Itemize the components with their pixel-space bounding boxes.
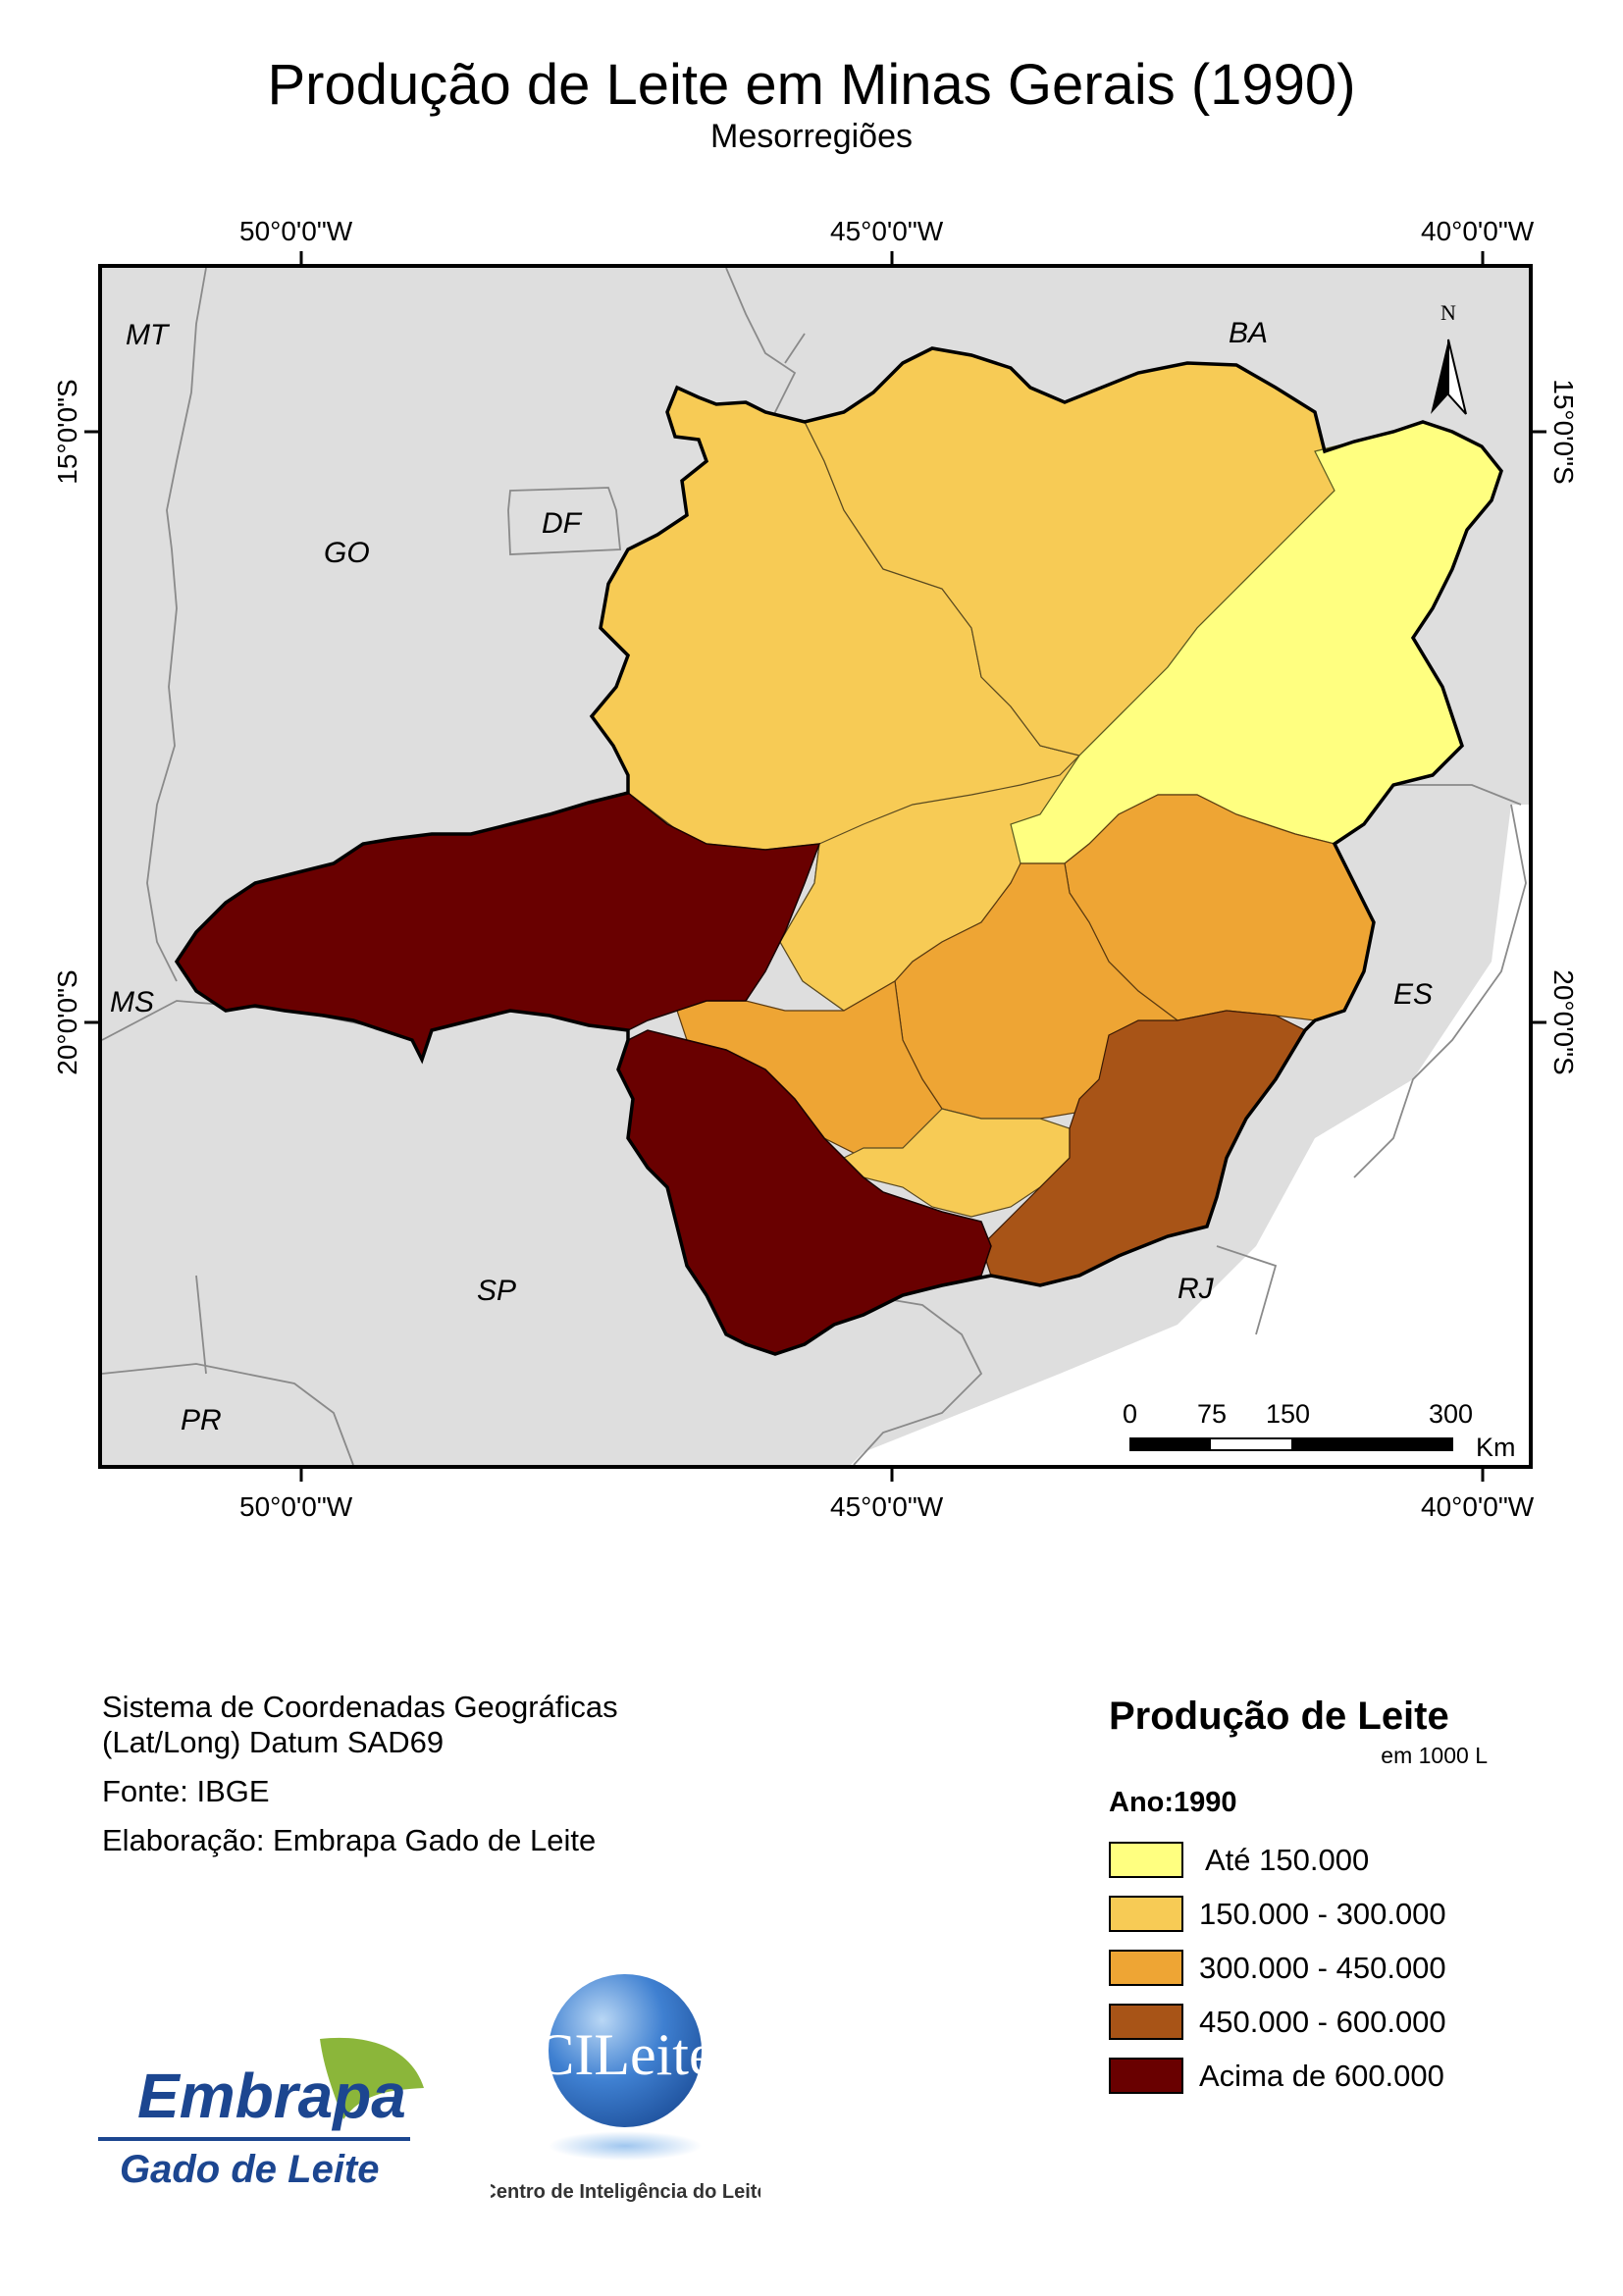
legend-label: 300.000 - 450.000	[1199, 1950, 1446, 1985]
state-label-sp: SP	[477, 1275, 517, 1307]
coordinate-system-line: Sistema de Coordenadas Geográficas	[102, 1690, 618, 1724]
bottom-longitude-label: 40°0'0"W	[1421, 1491, 1535, 1522]
top-longitude-label: 40°0'0"W	[1421, 216, 1535, 246]
map-frame: MT BA GO DF MS ES SP RJ PR N 0 75 150 30…	[98, 264, 1533, 1469]
state-label-pr: PR	[181, 1404, 222, 1436]
source-line: Fonte: IBGE	[102, 1774, 270, 1808]
state-label-go: GO	[324, 537, 370, 569]
minas-gerais-outline	[174, 346, 1503, 1356]
cileite-wordmark: CILeite	[535, 2022, 714, 2087]
datum-line: (Lat/Long) Datum SAD69	[102, 1725, 445, 1759]
region-campo-das-vertentes	[842, 1108, 1071, 1218]
map-info: Sistema de Coordenadas Geográficas (Lat/…	[102, 1690, 618, 1858]
graticule-ticks	[84, 251, 1546, 1482]
top-longitude-label: 50°0'0"W	[239, 216, 353, 246]
scale-tick-300: 300	[1429, 1399, 1474, 1429]
legend-label: Acima de 600.000	[1199, 2058, 1444, 2093]
state-label-mt: MT	[126, 319, 169, 351]
map-canvas	[102, 268, 1529, 1465]
ocean-area	[851, 805, 1529, 1465]
legend-swatch	[1109, 1896, 1183, 1932]
cileite-logo: CILeite Centro de Inteligência do Leite	[482, 1964, 768, 2210]
cileite-full-name: Centro de Inteligência do Leite	[491, 2181, 760, 2203]
legend-swatch	[1109, 1950, 1183, 1986]
top-longitude-label: 45°0'0"W	[830, 216, 944, 246]
legend-swatch	[1109, 1842, 1183, 1878]
state-label-rj: RJ	[1178, 1273, 1214, 1305]
embrapa-unit-name: Gado de Leite	[120, 2148, 380, 2191]
legend-year: Ano:1990	[1109, 1787, 1237, 1818]
legend-unit: em 1000 L	[1381, 1743, 1488, 1768]
legend-item: Até 150.000	[1109, 1833, 1501, 1887]
bottom-longitude-label: 45°0'0"W	[830, 1491, 944, 1522]
legend-label: 450.000 - 600.000	[1199, 2004, 1446, 2039]
legend-swatch	[1109, 2004, 1183, 2040]
author-line: Elaboração: Embrapa Gado de Leite	[102, 1823, 597, 1857]
legend-item: Acima de 600.000	[1109, 2049, 1501, 2103]
state-borders	[102, 268, 1527, 1465]
state-label-ms: MS	[110, 986, 154, 1018]
scale-unit: Km	[1476, 1433, 1516, 1462]
map-title: Produção de Leite em Minas Gerais (1990)	[267, 53, 1356, 117]
legend-label: Até 150.000	[1205, 1842, 1370, 1877]
legend-swatch	[1109, 2058, 1183, 2094]
scale-tick-150: 150	[1266, 1399, 1311, 1429]
state-label-es: ES	[1393, 978, 1434, 1011]
legend: Produção de Leite em 1000 L Ano:1990 Até…	[1109, 1694, 1501, 2103]
map-subtitle: Mesorregiões	[710, 118, 913, 155]
scale-tick-0: 0	[1123, 1399, 1138, 1429]
embrapa-wordmark: Embrapa	[137, 2061, 406, 2131]
scale-tick-75: 75	[1197, 1399, 1228, 1429]
legend-item: 300.000 - 450.000	[1109, 1941, 1501, 1995]
legend-item: 150.000 - 300.000	[1109, 1887, 1501, 1941]
north-arrow-label: N	[1440, 300, 1456, 325]
legend-label: 150.000 - 300.000	[1199, 1896, 1446, 1931]
legend-item: 450.000 - 600.000	[1109, 1995, 1501, 2049]
north-arrow	[1431, 339, 1467, 415]
state-label-df: DF	[542, 507, 581, 540]
state-label-ba: BA	[1229, 317, 1269, 349]
embrapa-logo: Embrapa Gado de Leite	[98, 2029, 437, 2196]
bottom-longitude-label: 50°0'0"W	[239, 1491, 353, 1522]
legend-title: Produção de Leite	[1109, 1695, 1449, 1738]
scale-bar	[1129, 1437, 1453, 1451]
